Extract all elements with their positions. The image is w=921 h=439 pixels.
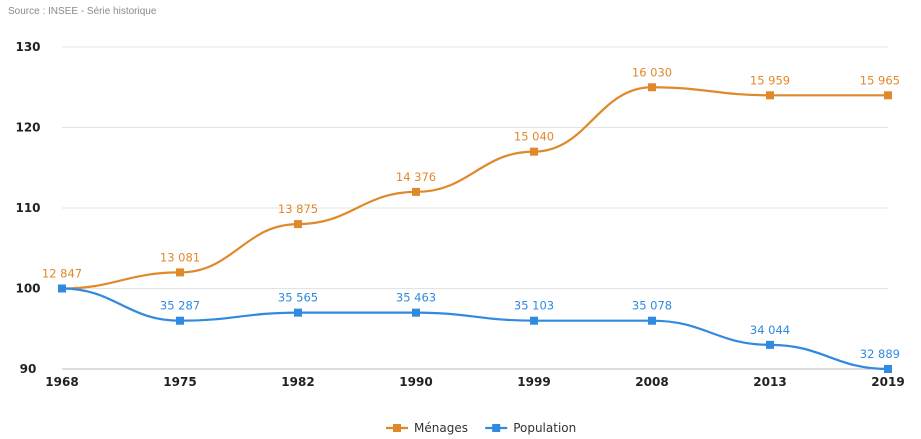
data-point-population	[530, 316, 538, 325]
data-point-menages	[176, 268, 184, 277]
source-note: Source : INSEE - Série historique	[8, 6, 157, 17]
data-label-menages: 12 847	[42, 267, 82, 281]
data-label-population: 35 463	[396, 291, 436, 305]
data-label-population: 35 287	[160, 299, 200, 313]
data-label-menages: 13 081	[160, 250, 200, 264]
data-label-menages: 15 959	[750, 73, 790, 87]
data-point-menages	[412, 187, 420, 196]
y-tick-label: 130	[15, 40, 40, 54]
data-label-menages: 13 875	[278, 202, 318, 216]
data-label-menages: 16 030	[632, 65, 672, 79]
data-label-population: 35 103	[514, 299, 554, 313]
x-tick-label: 1999	[517, 375, 550, 389]
data-label-menages: 14 376	[396, 170, 436, 184]
data-point-menages	[884, 91, 892, 100]
data-label-menages: 15 040	[514, 130, 554, 144]
data-label-population: 35 078	[632, 299, 672, 313]
data-point-population	[294, 308, 302, 317]
series-line-population	[61, 287, 889, 371]
data-label-population: 34 044	[750, 323, 790, 337]
x-tick-label: 1968	[45, 375, 78, 389]
series-line-menages	[61, 86, 888, 290]
data-point-menages	[294, 220, 302, 229]
legend-marker-population	[492, 424, 501, 432]
data-point-menages	[766, 91, 774, 100]
x-tick-label: 1982	[281, 375, 314, 389]
x-tick-label: 1990	[399, 375, 432, 389]
data-point-menages	[530, 147, 538, 156]
data-point-population	[648, 316, 656, 325]
data-point-menages	[648, 83, 656, 92]
x-tick-label: 2013	[753, 375, 786, 389]
y-tick-label: 90	[20, 362, 37, 376]
data-label-population: 35 565	[278, 291, 318, 305]
legend-label-menages: Ménages	[414, 421, 468, 435]
x-tick-label: 1975	[163, 375, 196, 389]
data-point-population	[58, 284, 66, 293]
data-label-menages: 15 965	[860, 73, 900, 87]
y-tick-label: 100	[15, 282, 40, 296]
y-tick-label: 110	[15, 201, 40, 215]
legend-marker-menages	[393, 424, 401, 432]
x-tick-label: 2019	[871, 375, 904, 389]
data-point-population	[766, 340, 774, 349]
x-tick-label: 2008	[635, 375, 668, 389]
data-point-population	[412, 308, 420, 317]
data-label-population: 32 889	[860, 347, 900, 361]
data-point-population	[176, 316, 184, 325]
data-point-population	[884, 365, 892, 373]
y-tick-label: 120	[15, 121, 40, 135]
legend-label-population: Population	[513, 421, 576, 435]
